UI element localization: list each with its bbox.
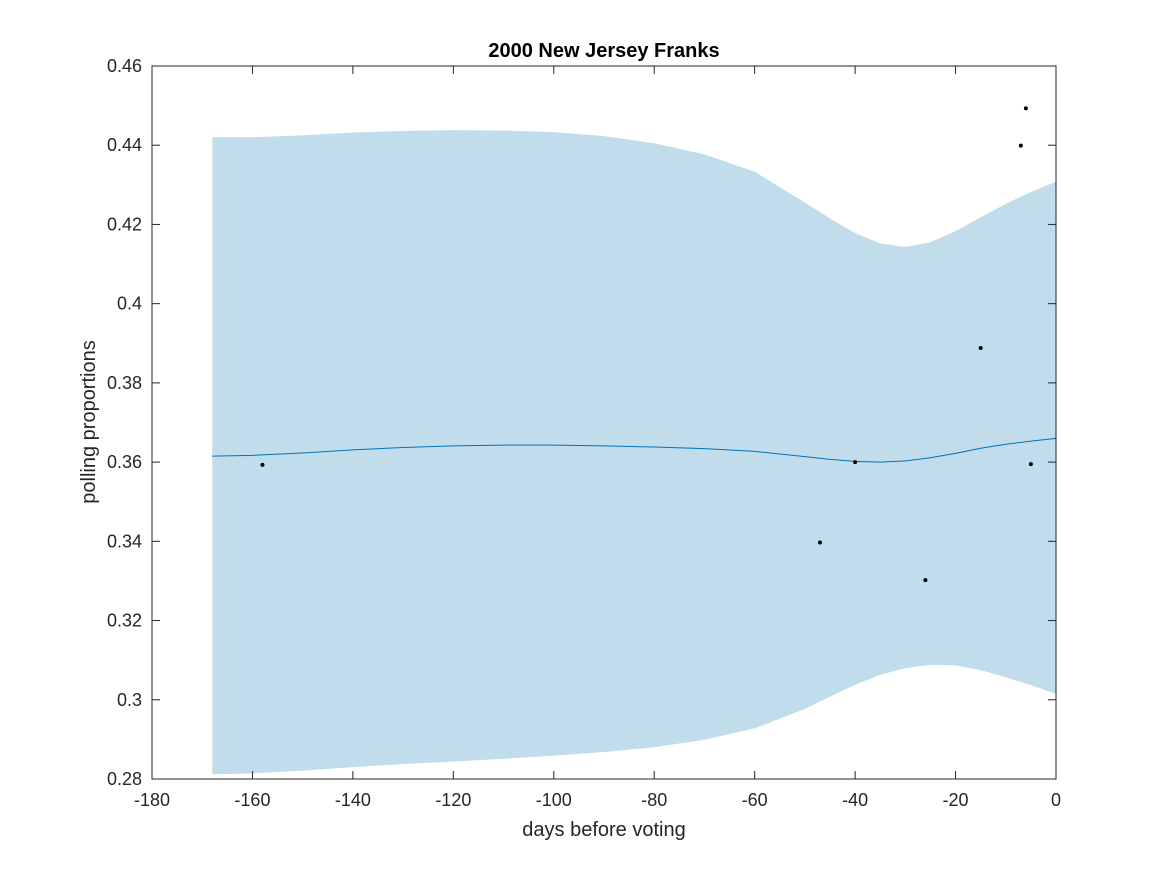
data-point	[923, 578, 928, 583]
axes-layer: -180 -160 -140 -120 -100 -80 -60 -40 -20 0 0.28 0.3…	[107, 56, 1061, 810]
data-point	[853, 460, 858, 465]
x-tick-label: -40	[842, 790, 868, 810]
y-tick-label: 0.42	[107, 214, 142, 234]
x-tick-label: -80	[641, 790, 667, 810]
confidence-band	[212, 130, 1056, 775]
y-tick-label: 0.4	[117, 294, 142, 314]
axes-box	[151, 65, 1057, 780]
x-tick-label: -120	[435, 790, 471, 810]
x-tick-label: -140	[335, 790, 371, 810]
chart-title: 2000 New Jersey Franks	[488, 40, 719, 62]
x-tick-label: -60	[742, 790, 768, 810]
data-point	[1018, 143, 1023, 148]
x-tick-label: -20	[943, 790, 969, 810]
plot-layer	[212, 106, 1057, 775]
x-tick-label: -100	[536, 790, 572, 810]
y-tick-label: 0.3	[117, 690, 142, 710]
y-tick-label: 0.36	[107, 452, 142, 472]
x-tick-label: -180	[134, 790, 170, 810]
data-point	[817, 540, 822, 545]
mean-line	[212, 437, 1057, 463]
x-tick-label: -160	[234, 790, 270, 810]
data-point	[978, 346, 983, 351]
y-tick-label: 0.44	[107, 135, 142, 155]
y-tick-label: 0.46	[107, 56, 142, 76]
x-tick-label: 0	[1051, 790, 1061, 810]
y-axis-label: polling proportions	[78, 340, 100, 503]
y-tick-label: 0.38	[107, 373, 142, 393]
y-tick-label: 0.28	[107, 769, 142, 789]
data-point	[1023, 106, 1028, 111]
data-point	[260, 462, 265, 467]
x-axis-label: days before voting	[522, 819, 685, 841]
y-tick-label: 0.34	[107, 531, 142, 551]
data-point	[1028, 462, 1033, 467]
y-tick-label: 0.32	[107, 611, 142, 631]
